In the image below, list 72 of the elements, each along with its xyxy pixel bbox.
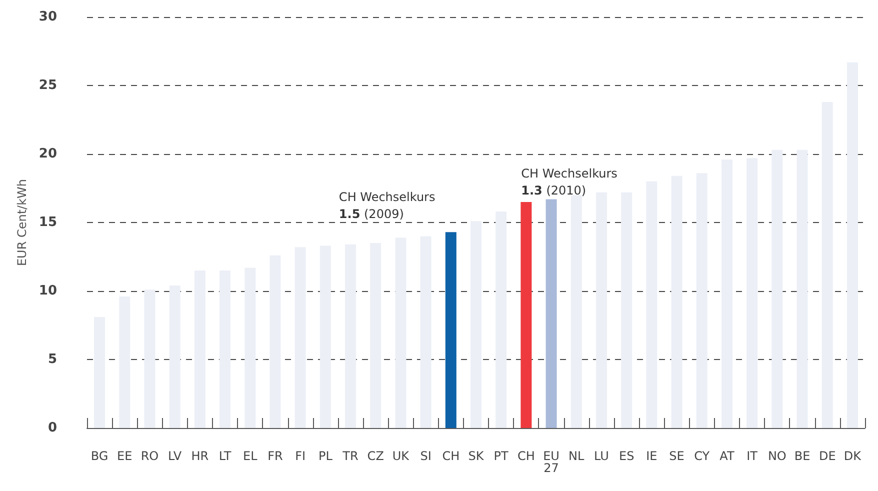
x-tick-label: NL: [568, 449, 585, 463]
x-tick-label: CH: [517, 449, 535, 463]
bar: [445, 232, 456, 428]
x-tick-label: AT: [720, 449, 735, 463]
bar: [169, 286, 180, 428]
x-tick-label: PL: [318, 449, 333, 463]
x-tick-label: CY: [694, 449, 710, 463]
bar: [420, 236, 432, 428]
bar: [796, 150, 808, 428]
bar: [320, 246, 331, 428]
bar: [671, 176, 682, 428]
x-tick-label: SK: [468, 449, 485, 463]
x-tick-label: IE: [646, 449, 658, 463]
bar: [244, 268, 256, 428]
y-tick-label: 30: [38, 10, 57, 24]
bar: [395, 238, 406, 428]
y-tick-label: 10: [38, 284, 57, 298]
bar: [596, 192, 607, 428]
y-axis-title: EUR Cent/kWh: [15, 178, 29, 266]
y-tick-label: 20: [38, 146, 57, 162]
bar: [220, 270, 231, 428]
x-tick-label: BG: [90, 449, 108, 463]
x-tick-label: HR: [191, 449, 209, 463]
x-tick-label: ES: [618, 449, 634, 463]
bar: [646, 181, 658, 428]
annotation: CH Wechselkurs 1.3 (2010): [521, 166, 618, 198]
bar: [270, 255, 281, 428]
x-tick-label: SI: [420, 449, 432, 463]
bar: [294, 247, 306, 428]
x-tick-label: LU: [594, 449, 609, 463]
bar: [822, 102, 833, 428]
x-tick-label: BE: [794, 449, 810, 463]
x-tick-label: FI: [295, 449, 306, 463]
bar: [345, 244, 356, 428]
bar: [721, 159, 732, 428]
x-tick-label: IT: [746, 449, 758, 463]
x-tick-label: EL: [242, 449, 258, 463]
x-tick-label: EE: [117, 449, 132, 463]
bar: [144, 290, 156, 428]
x-tick-label: PT: [494, 449, 510, 463]
bar: [194, 270, 206, 428]
x-tick-label: LT: [218, 449, 232, 463]
x-tick-label: EU 27: [543, 449, 560, 475]
x-tick-label: RO: [140, 449, 159, 463]
bar: [696, 173, 708, 428]
x-tick-label: FR: [268, 449, 283, 463]
y-tick-label: 5: [48, 352, 57, 367]
bar: [520, 202, 532, 428]
bar: [470, 221, 482, 428]
bar: [94, 317, 106, 428]
y-tick-label: 25: [38, 78, 57, 93]
y-tick-label: 15: [38, 215, 57, 230]
x-tick-label: DE: [818, 449, 836, 463]
bar: [570, 195, 582, 428]
bar: [746, 158, 758, 428]
x-tick-label: TR: [342, 449, 358, 463]
x-tick-label: UK: [392, 449, 410, 463]
annotation: CH Wechselkurs 1.5 (2009): [338, 190, 436, 221]
bar: [546, 199, 557, 428]
bar: [496, 212, 507, 428]
x-tick-label: NO: [768, 449, 786, 463]
bar: [370, 243, 382, 428]
y-tick-label: 0: [48, 420, 57, 436]
x-tick-label: DK: [844, 449, 862, 463]
bar: [846, 62, 858, 428]
bar: [772, 150, 783, 428]
x-tick-label: SE: [669, 449, 684, 463]
x-tick-label: CH: [442, 449, 460, 463]
bar: [621, 192, 632, 428]
x-tick-label: LV: [168, 449, 182, 463]
x-tick-label: CZ: [367, 449, 384, 463]
bar: [119, 296, 130, 428]
